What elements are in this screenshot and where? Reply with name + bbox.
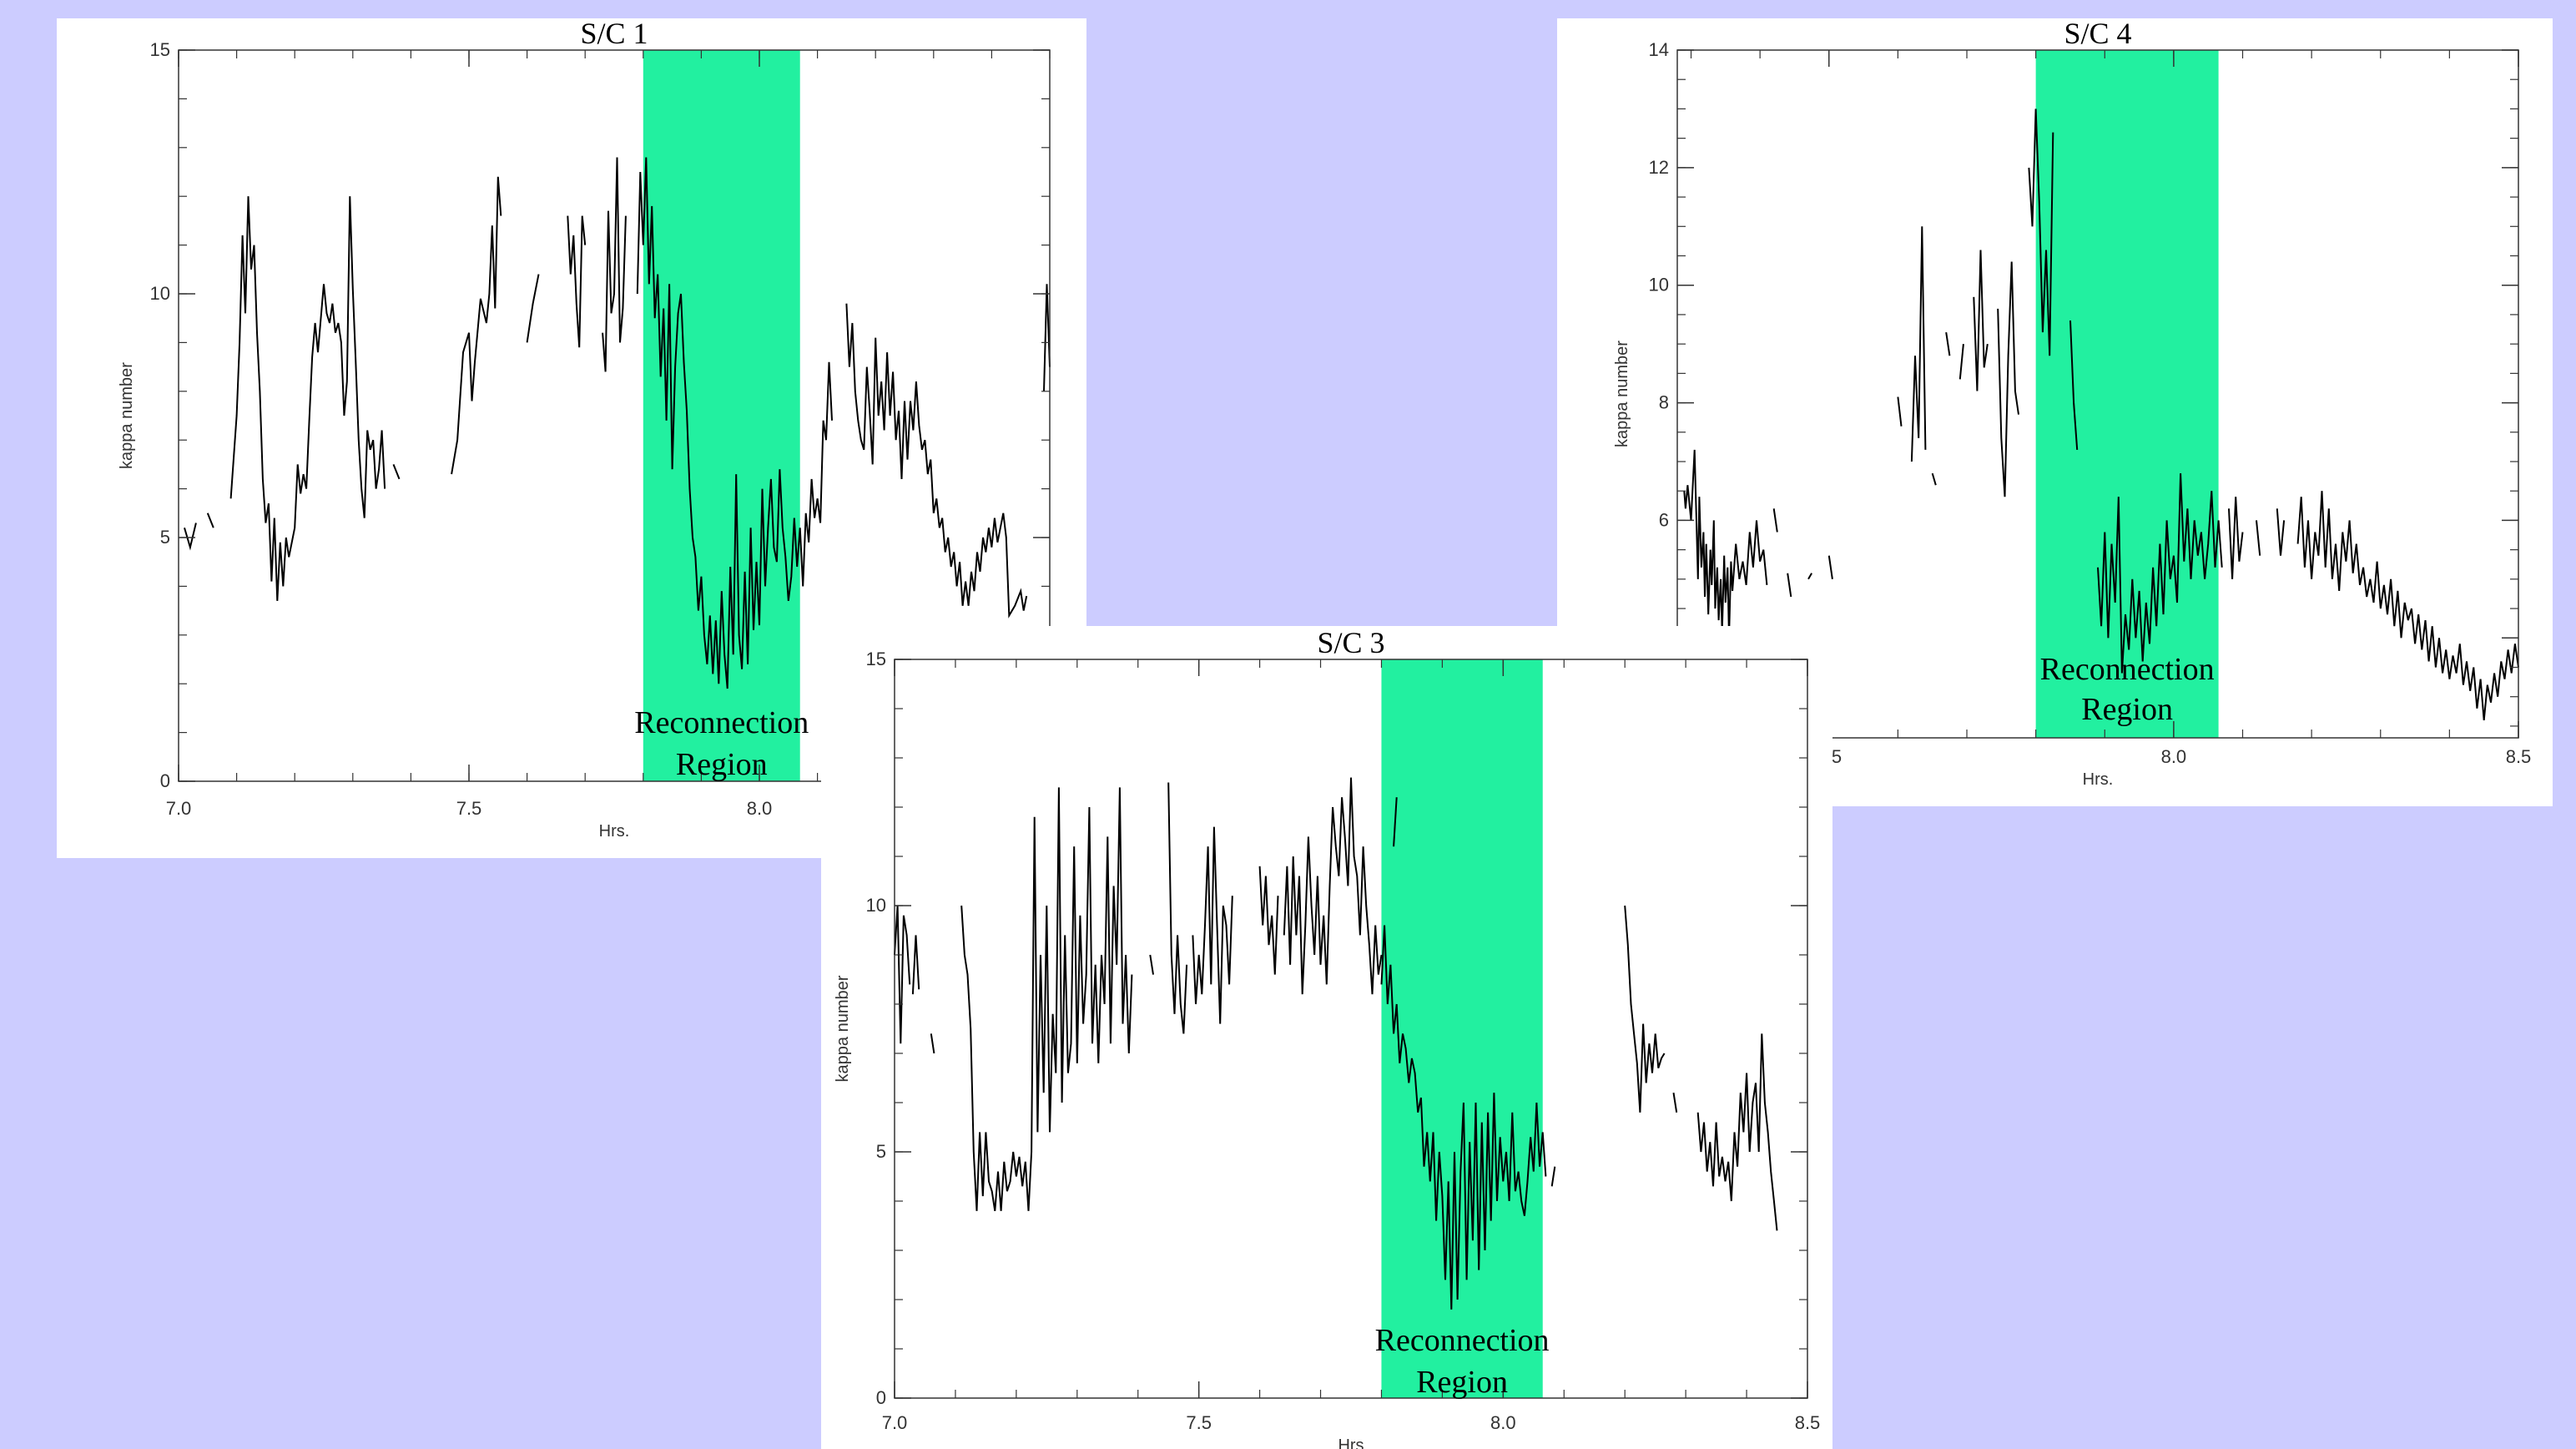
series-line-segment (1774, 508, 1777, 532)
region-label-line2: Region (1416, 1365, 1508, 1400)
chart-sc3: 7.0 7.5 8.0 8.5 0 5 10 15 S/C 3 Hrs kappa number Re… (821, 626, 1832, 1449)
series-line-segment (2298, 491, 2518, 720)
x-axis-label: Hrs. (2083, 770, 2114, 789)
y-tick-label: 14 (1649, 39, 1669, 60)
series-line-segment (2277, 508, 2284, 555)
y-tick-label: 6 (1659, 509, 1669, 530)
series-line-segment (1044, 284, 1050, 391)
series-line-segment (1674, 1093, 1677, 1113)
y-axis-label: kappa number (834, 975, 852, 1082)
x-tick-label: 7.5 (456, 798, 482, 819)
series-line-segment (895, 906, 910, 1043)
x-tick-label: 7.0 (166, 798, 192, 819)
series-line-segment (2256, 520, 2260, 555)
series-line-segment (1625, 906, 1664, 1113)
series-line-segment (1808, 573, 1812, 579)
series-line-segment (231, 196, 386, 601)
x-tick-label: 8.5 (1795, 1412, 1821, 1433)
y-axis-label: kappa number (1613, 341, 1631, 447)
y-tick-label: 10 (1649, 275, 1669, 295)
series-line-segment (931, 1033, 935, 1053)
region-label-line2: Region (676, 747, 768, 782)
series-line-segment (1829, 556, 1832, 579)
series-line-segment (1912, 226, 1926, 462)
region-label-line1: Reconnection (2040, 652, 2215, 687)
series-line-segment (1284, 778, 1382, 995)
y-axis-label: kappa number (118, 362, 136, 469)
region-label-line2: Region (2081, 692, 2173, 727)
series-line-segment (961, 787, 1132, 1210)
plot-frame (895, 659, 1807, 1398)
series-line-segment (2229, 497, 2243, 579)
x-axis-label: Hrs. (599, 822, 630, 841)
y-tick-label: 5 (876, 1141, 886, 1162)
series-line-segment (451, 177, 501, 474)
series-line-segment (1898, 397, 1901, 427)
y-tick-label: 10 (150, 283, 170, 304)
x-tick-label: 7.5 (1186, 1412, 1212, 1433)
x-tick-label: 8.0 (1490, 1412, 1516, 1433)
series-line-segment (1974, 250, 1988, 391)
series-line-segment (1946, 332, 1949, 356)
region-label-line1: Reconnection (1375, 1323, 1550, 1358)
series-line-segment (527, 275, 539, 343)
series-line-segment (1933, 473, 1936, 485)
series-line-segment (1998, 262, 2019, 497)
x-tick-label: 8.0 (747, 798, 773, 819)
y-tick-label: 12 (1649, 157, 1669, 178)
series-line-segment (1192, 827, 1232, 1024)
x-axis-label: Hrs (1338, 1436, 1364, 1449)
series-line-segment (1168, 783, 1187, 1034)
chart-panel-sc3: 7.0 7.5 8.0 8.5 0 5 10 15 S/C 3 Hrs kappa number Re… (821, 626, 1832, 1449)
x-tick-label: 7.0 (882, 1412, 908, 1433)
series-line-segment (394, 464, 400, 479)
y-tick-label: 0 (160, 770, 170, 791)
series-line-segment (1698, 1033, 1777, 1230)
series-line-segment (184, 523, 196, 548)
series-line-segment (1787, 573, 1791, 597)
series-line-segment (567, 216, 585, 348)
series-line-segment (846, 304, 1026, 616)
y-tick-label: 0 (876, 1387, 886, 1408)
chart-title: S/C 3 (1317, 626, 1384, 659)
chart-title: S/C 1 (580, 18, 648, 50)
reconnection-region-band (1381, 659, 1542, 1398)
y-tick-label: 15 (866, 649, 886, 669)
x-tick-label: 8.0 (2161, 746, 2187, 767)
region-label-line1: Reconnection (634, 705, 809, 740)
y-tick-label: 8 (1659, 392, 1669, 413)
series-line-segment (1684, 450, 1767, 638)
chart-title: S/C 4 (2064, 18, 2131, 50)
series-line-segment (1960, 344, 1964, 379)
series-line-segment (602, 158, 626, 372)
series-line-segment (208, 513, 214, 528)
y-tick-label: 10 (866, 895, 886, 916)
x-tick-label: 8.5 (2506, 746, 2532, 767)
series-line-segment (1552, 1167, 1555, 1187)
series-line-segment (913, 935, 919, 994)
y-tick-label: 15 (150, 39, 170, 60)
series-line-segment (1260, 866, 1278, 975)
series-line-segment (1150, 955, 1153, 975)
y-tick-label: 5 (160, 527, 170, 548)
